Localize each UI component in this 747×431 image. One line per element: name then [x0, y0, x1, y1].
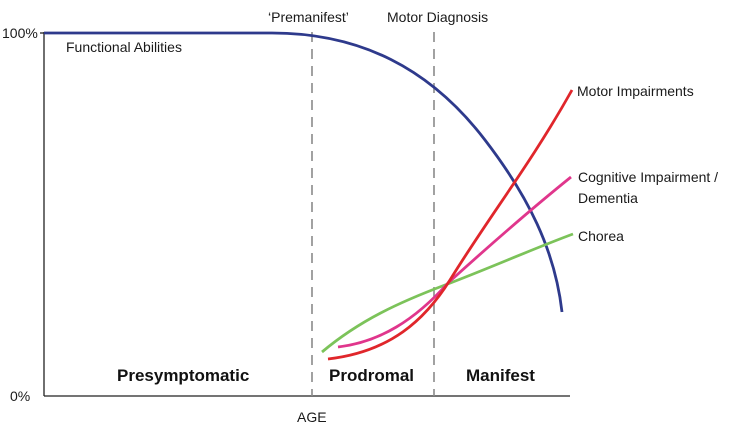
motor-impairments-curve: [327, 89, 574, 361]
y-bottom-label: 0%: [10, 388, 30, 404]
chorea-label: Chorea: [578, 228, 624, 244]
phase-manifest: Manifest: [466, 366, 535, 385]
y-top-label: 100%: [2, 25, 38, 41]
cognitive-impairment-curve: [337, 175, 572, 349]
functional-abilities-label: Functional Abilities: [66, 39, 182, 55]
functional-abilities-curve: [44, 31, 564, 313]
x-axis-label: AGE: [297, 409, 327, 425]
premanifest-label: ‘Premanifest’: [268, 9, 349, 25]
phase-presymptomatic: Presymptomatic: [117, 366, 249, 385]
phase-prodromal: Prodromal: [329, 366, 414, 385]
motor-diagnosis-label: Motor Diagnosis: [387, 9, 488, 25]
cognitive-impairment-label-line1: Cognitive Impairment /: [578, 169, 718, 185]
chorea-curve: [321, 232, 574, 354]
motor-impairments-label: Motor Impairments: [577, 83, 694, 99]
cognitive-impairment-label-line2: Dementia: [578, 190, 638, 206]
